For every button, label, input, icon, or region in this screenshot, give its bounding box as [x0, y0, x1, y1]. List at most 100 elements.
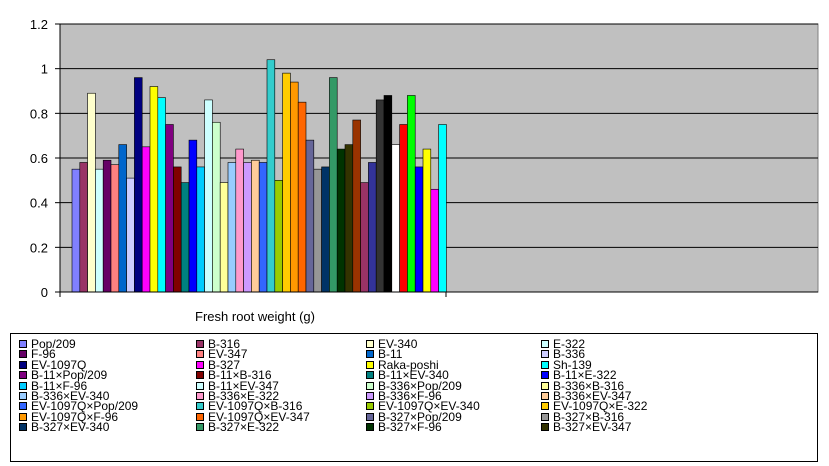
- legend-swatch: [19, 350, 27, 359]
- legend-label: B-336×F-96: [378, 389, 442, 403]
- legend-item: EV-1097Q×B-316: [196, 400, 302, 412]
- y-tick-label: 0.4: [30, 196, 48, 211]
- legend-label: B-316: [208, 337, 241, 351]
- legend-item: EV-1097Q: [19, 359, 86, 371]
- legend-swatch: [541, 371, 549, 380]
- bar: [336, 148, 346, 293]
- bar: [368, 162, 377, 293]
- legend-label: EV-1097Q×Pop/209: [31, 399, 139, 414]
- legend-label: EV-1097Q×EV-347: [208, 409, 310, 424]
- bar: [243, 162, 252, 293]
- bar: [375, 99, 385, 293]
- legend-label: B-327×F-96: [378, 420, 442, 435]
- legend-item: EV-1097Q×EV-347: [196, 411, 310, 423]
- bar: [290, 81, 299, 293]
- bar: [407, 95, 416, 293]
- bar: [266, 59, 276, 293]
- legend-swatch: [196, 412, 204, 421]
- legend-label: B-327: [208, 357, 241, 372]
- bar: [430, 188, 439, 293]
- y-tick-label: 1.2: [30, 17, 48, 32]
- legend-item: B-11: [366, 348, 402, 360]
- legend-label: B-336×B-316: [553, 378, 625, 393]
- bar: [157, 97, 166, 293]
- legend-swatch: [366, 340, 374, 348]
- legend-item: F-96: [19, 348, 56, 360]
- bar: [329, 77, 338, 293]
- bar: [149, 86, 159, 293]
- legend-item: B-11×B-316: [196, 369, 272, 381]
- legend-swatch: [366, 350, 374, 359]
- legend-item: E-322: [541, 338, 585, 350]
- legend-swatch: [366, 392, 374, 400]
- bar: [227, 162, 237, 293]
- legend-label: B-11: [378, 347, 403, 362]
- legend-label: B-11×F-96: [31, 378, 88, 393]
- x-axis-label: Fresh root weight (g): [195, 309, 315, 324]
- legend-label: B-11×E-322: [553, 368, 617, 383]
- legend-label: Sh-139: [553, 357, 592, 372]
- bar: [313, 168, 322, 293]
- legend-swatch: [196, 381, 204, 390]
- bar: [204, 99, 213, 293]
- legend-item: B-336×E-322: [196, 390, 279, 402]
- bar: [134, 77, 143, 293]
- legend-label: B-327×EV-347: [553, 420, 632, 435]
- legend-swatch: [541, 423, 549, 432]
- legend-label: E-322: [553, 337, 586, 351]
- bar: [95, 168, 104, 293]
- legend-swatch: [19, 360, 27, 369]
- bar: [321, 166, 330, 293]
- legend-swatch: [541, 402, 549, 411]
- bar: [258, 162, 268, 293]
- y-tick-label: 0.6: [30, 151, 48, 166]
- bar: [87, 92, 96, 293]
- legend-label: EV-1097Q×F-96: [31, 409, 119, 424]
- legend-item: B-336×F-96: [366, 390, 442, 402]
- legend-swatch: [19, 402, 27, 411]
- legend-item: B-336×EV-340: [19, 390, 109, 402]
- legend-label: B-336×EV-347: [553, 389, 632, 403]
- legend-item: EV-347: [196, 348, 247, 360]
- bar: [360, 182, 369, 293]
- legend-item: B-336×Pop/209: [366, 380, 462, 392]
- legend-swatch: [19, 381, 27, 390]
- legend-label: EV-340: [378, 337, 418, 351]
- legend-swatch: [366, 371, 374, 380]
- legend-label: EV-1097Q×B-316: [208, 399, 303, 414]
- legend-item: B-327×B-316: [541, 411, 624, 423]
- legend-label: B-327×EV-340: [31, 420, 110, 435]
- legend-label: B-336: [553, 347, 586, 362]
- legend-item: B-336×B-316: [541, 380, 624, 392]
- legend-swatch: [541, 381, 549, 390]
- legend-swatch: [196, 423, 204, 432]
- bar: [352, 119, 361, 293]
- bar-chart: 0 0.2 0.4 0.6 0.8 1 1.2 Fresh root weight (g): [30, 17, 819, 324]
- legend-swatch: [196, 402, 204, 411]
- legend-swatch: [541, 392, 549, 400]
- bar: [141, 146, 151, 293]
- bar: [188, 139, 198, 293]
- bar: [212, 121, 221, 293]
- legend-item: B-327: [196, 359, 240, 371]
- legend-item: EV-1097Q×EV-340: [366, 400, 480, 412]
- legend-item: B-336×EV-347: [541, 390, 631, 402]
- legend-swatch: [196, 340, 204, 348]
- legend-label: B-11×Pop/209: [31, 368, 108, 383]
- bar: [126, 177, 135, 293]
- legend-item: Raka-poshi: [366, 359, 439, 371]
- legend-swatch: [196, 371, 204, 380]
- legend-label: B-327×Pop/209: [378, 409, 462, 424]
- bar: [274, 180, 283, 293]
- bar: [438, 124, 447, 293]
- legend-label: B-336×EV-340: [31, 389, 110, 403]
- legend-item: B-327×EV-340: [19, 421, 109, 433]
- legend-label: B-327×B-316: [553, 409, 625, 424]
- legend-item: B-327×Pop/209: [366, 411, 462, 423]
- bar: [79, 162, 88, 293]
- legend-item: EV-1097Q×F-96: [19, 411, 118, 423]
- bar: [196, 166, 205, 293]
- bar: [118, 144, 127, 293]
- legend-item: B-11×Pop/209: [19, 369, 107, 381]
- bar: [344, 144, 354, 293]
